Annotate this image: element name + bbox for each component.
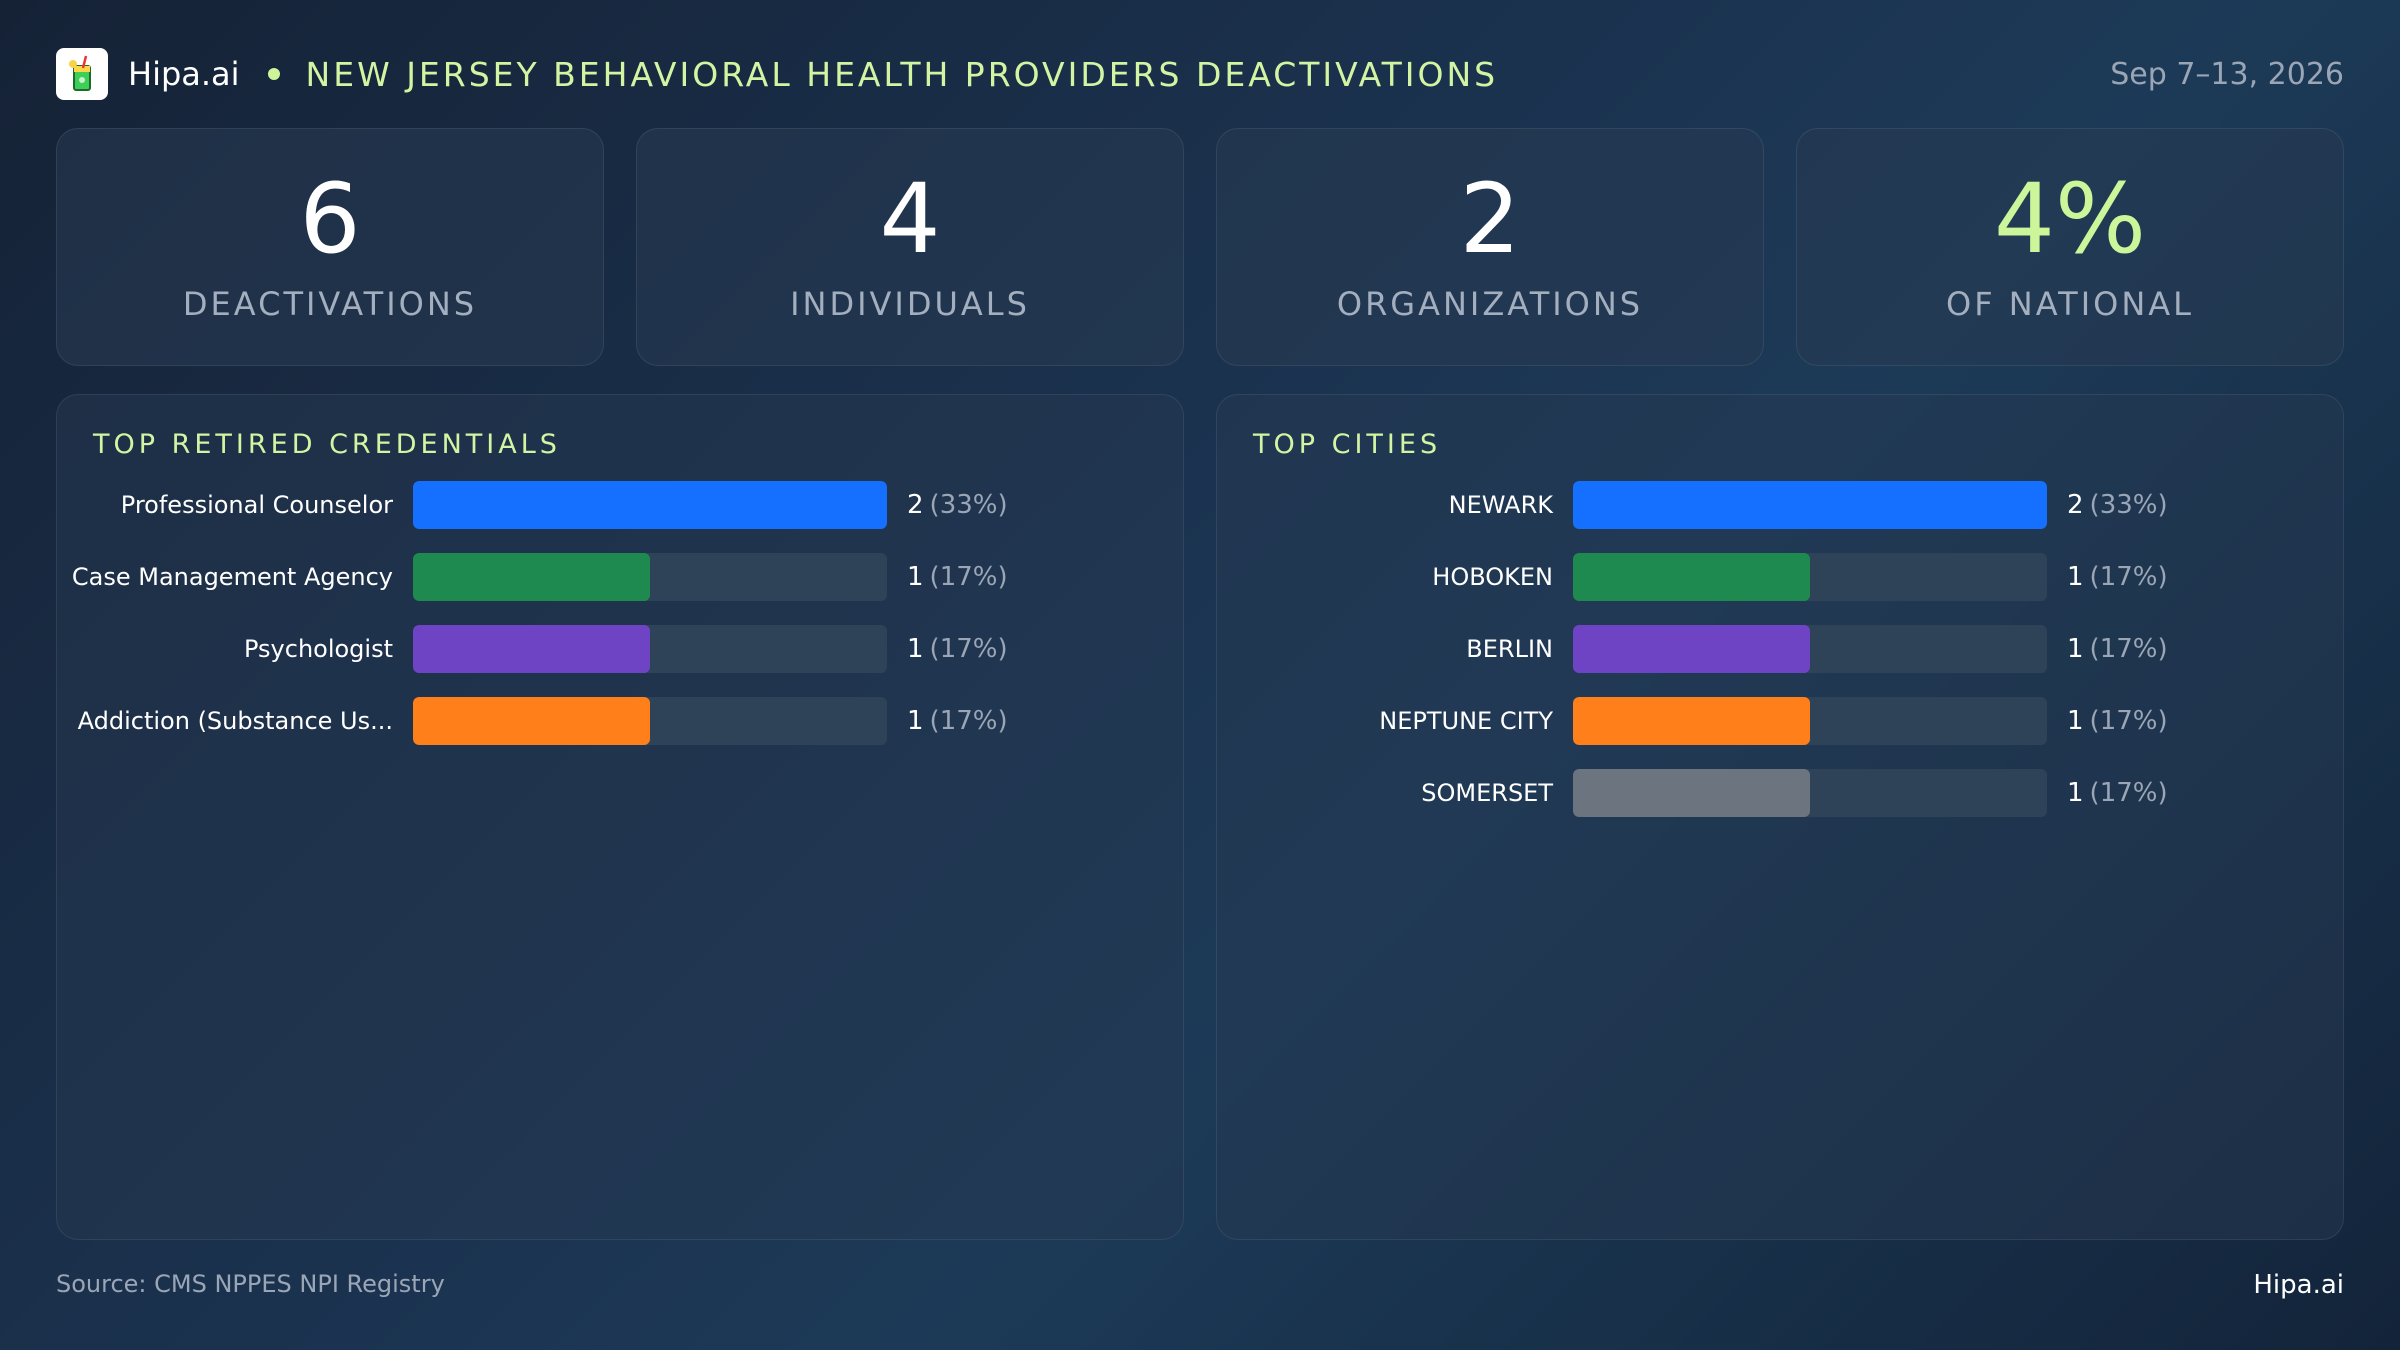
bar-track [1573, 697, 2047, 745]
bar-track [1573, 481, 2047, 529]
bar-category-label: Case Management Agency [71, 563, 393, 591]
bar-category-label: Addiction (Substance Us... [77, 707, 393, 735]
bar-category-label: Psychologist [243, 635, 393, 663]
bar-count: 1 [2067, 778, 2084, 808]
bar-row: HOBOKEN 1 (17%) [1217, 553, 2343, 601]
bar-row: BERLIN 1 (17%) [1217, 625, 2343, 673]
bar-track [413, 553, 887, 601]
bar-count: 2 [2067, 490, 2084, 520]
kpi-card-individuals: 4 INDIVIDUALS [636, 128, 1184, 366]
bar-percent: (17%) [929, 634, 1008, 664]
bar-percent: (17%) [2089, 562, 2168, 592]
bar [413, 625, 650, 673]
kpi-label: ORGANIZATIONS [1336, 285, 1644, 323]
bar-row: SOMERSET 1 (17%) [1217, 769, 2343, 817]
drink-icon [69, 55, 91, 91]
bar-percent: (17%) [2089, 634, 2168, 664]
separator-dot [267, 68, 280, 80]
credentials-chart-panel: TOP RETIRED CREDENTIALS Professional Cou… [56, 394, 1184, 1240]
kpi-card-organizations: 2 ORGANIZATIONS [1216, 128, 1764, 366]
bar-value-label: 1 (17%) [2067, 625, 2168, 673]
chart-title: TOP RETIRED CREDENTIALS [93, 429, 561, 460]
bar-count: 1 [2067, 562, 2084, 592]
bar-value-label: 2 (33%) [2067, 481, 2168, 529]
kpi-card-deactivations: 6 DEACTIVATIONS [56, 128, 604, 366]
date-range: Sep 7–13, 2026 [2110, 56, 2344, 92]
bar-track [413, 697, 887, 745]
bar-value-label: 1 (17%) [907, 553, 1008, 601]
kpi-row: 6 DEACTIVATIONS 4 INDIVIDUALS 2 ORGANIZA… [56, 128, 2344, 366]
bar [1573, 553, 1810, 601]
footer-brand: Hipa.ai [2253, 1270, 2344, 1300]
bar [413, 697, 650, 745]
kpi-label: DEACTIVATIONS [182, 285, 478, 323]
kpi-value: 6 [299, 163, 361, 275]
bar-count: 1 [907, 634, 924, 664]
kpi-card-national: 4% OF NATIONAL [1796, 128, 2344, 366]
bar-percent: (17%) [929, 562, 1008, 592]
kpi-label: INDIVIDUALS [790, 285, 1030, 323]
chart-title: TOP CITIES [1253, 429, 1442, 460]
bar-count: 1 [2067, 706, 2084, 736]
bar-percent: (33%) [929, 490, 1008, 520]
bar-value-label: 1 (17%) [2067, 553, 2168, 601]
kpi-value: 2 [1459, 163, 1521, 275]
header: Hipa.ai NEW JERSEY BEHAVIORAL HEALTH PRO… [56, 46, 2344, 102]
bar-track [413, 481, 887, 529]
page-title: NEW JERSEY BEHAVIORAL HEALTH PROVIDERS D… [305, 54, 1499, 94]
bar-count: 2 [907, 490, 924, 520]
bar [1573, 769, 1810, 817]
kpi-label: OF NATIONAL [1946, 285, 2194, 323]
bar-category-label: Professional Counselor [120, 491, 393, 519]
bar-category-label: BERLIN [1466, 635, 1553, 663]
brand-logo [56, 48, 108, 100]
bar-percent: (33%) [2089, 490, 2168, 520]
bar [1573, 697, 1810, 745]
bar-track [413, 625, 887, 673]
kpi-value: 4 [879, 163, 941, 275]
bar-category-label: NEPTUNE CITY [1379, 707, 1553, 735]
bar-track [1573, 625, 2047, 673]
bar-count: 1 [2067, 634, 2084, 664]
brand-name: Hipa.ai [128, 55, 240, 93]
cities-chart-panel: TOP CITIES NEWARK 2 (33%) HOBOKEN 1 (17%) BERL… [1216, 394, 2344, 1240]
bar [413, 481, 887, 529]
bar-value-label: 1 (17%) [2067, 769, 2168, 817]
source-note: Source: CMS NPPES NPI Registry [56, 1270, 445, 1298]
bar-percent: (17%) [2089, 706, 2168, 736]
bar-row: Professional Counselor 2 (33%) [57, 481, 1183, 529]
bar-percent: (17%) [929, 706, 1008, 736]
bar-category-label: HOBOKEN [1432, 563, 1553, 591]
kpi-value: 4% [1993, 163, 2147, 275]
bar-count: 1 [907, 706, 924, 736]
bar-category-label: NEWARK [1448, 491, 1553, 519]
bar-value-label: 1 (17%) [907, 625, 1008, 673]
bar-count: 1 [907, 562, 924, 592]
bar-row: Case Management Agency 1 (17%) [57, 553, 1183, 601]
bar-category-label: SOMERSET [1421, 779, 1553, 807]
bar-row: NEPTUNE CITY 1 (17%) [1217, 697, 2343, 745]
bar [1573, 481, 2047, 529]
bar-value-label: 1 (17%) [907, 697, 1008, 745]
bar-row: Addiction (Substance Us... 1 (17%) [57, 697, 1183, 745]
bar-track [1573, 769, 2047, 817]
bar [1573, 625, 1810, 673]
bar-value-label: 2 (33%) [907, 481, 1008, 529]
bar-percent: (17%) [2089, 778, 2168, 808]
bar-row: Psychologist 1 (17%) [57, 625, 1183, 673]
bar-track [1573, 553, 2047, 601]
bar-value-label: 1 (17%) [2067, 697, 2168, 745]
bar-row: NEWARK 2 (33%) [1217, 481, 2343, 529]
bar [413, 553, 650, 601]
